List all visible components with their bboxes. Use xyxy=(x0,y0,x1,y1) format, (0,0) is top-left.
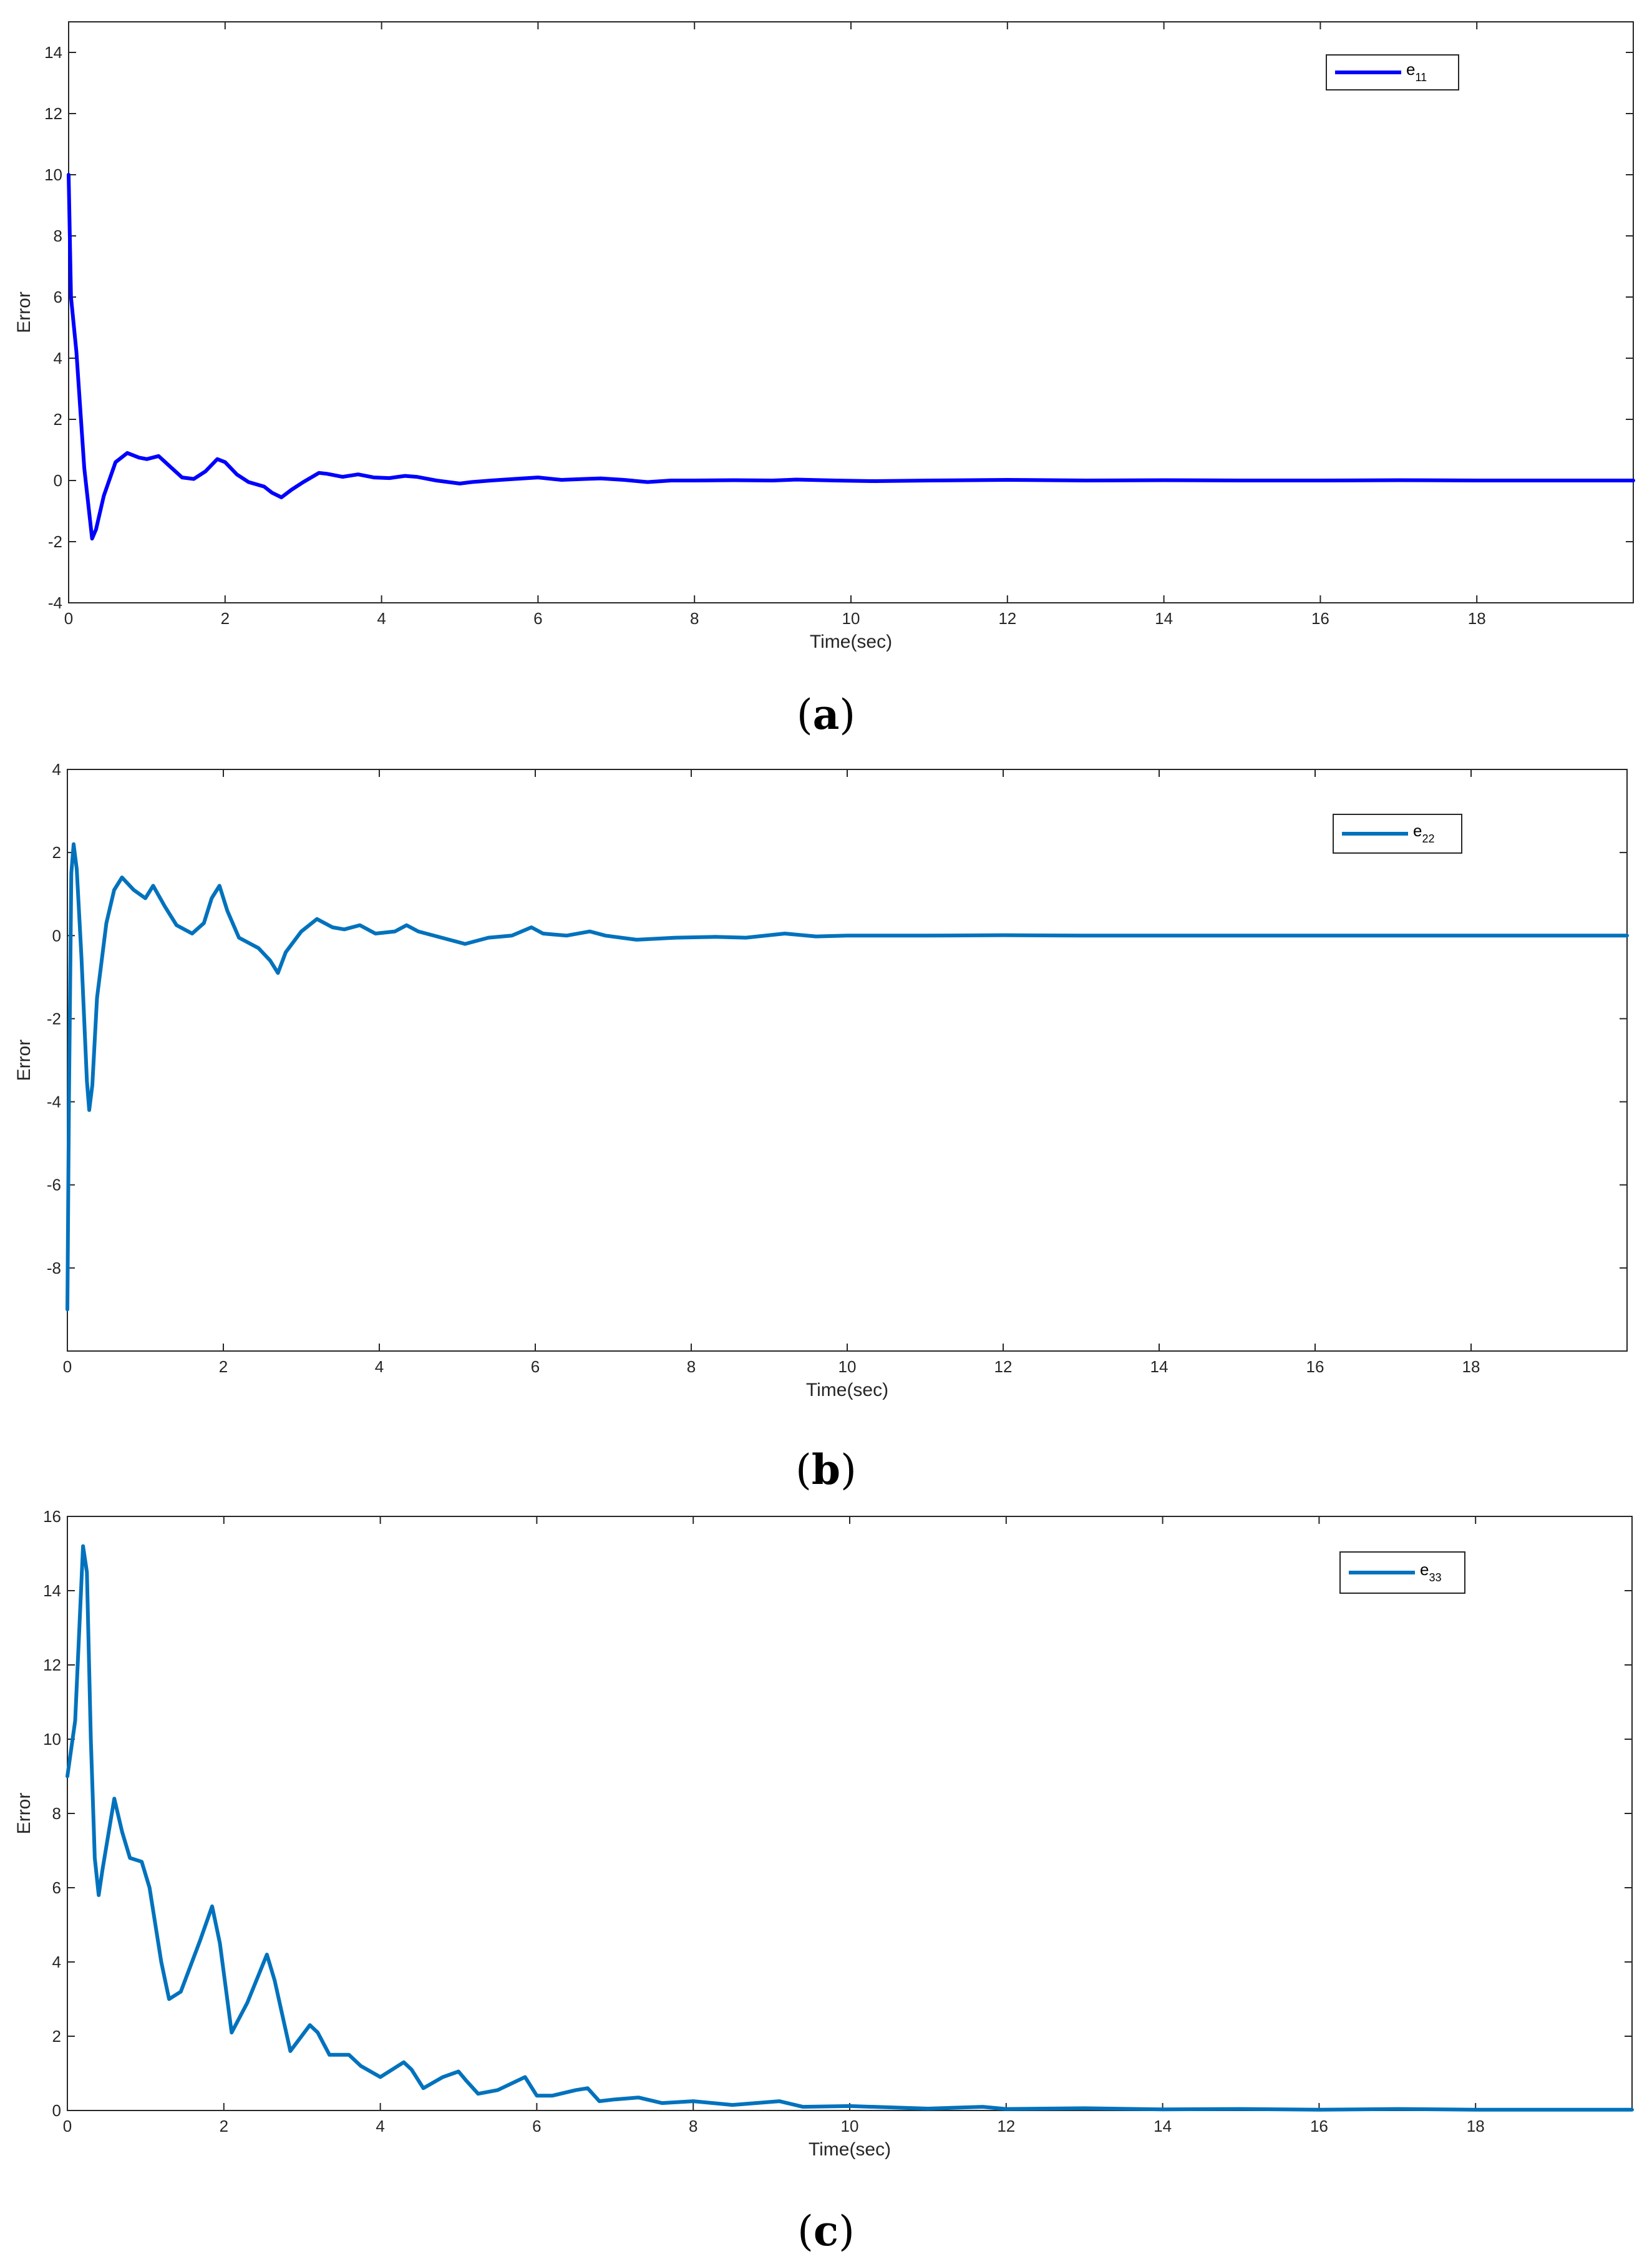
chart-c-x-tick-label-8: 16 xyxy=(1310,2117,1328,2135)
chart-b-marks: 0 2 4 6 8 10 12 14 16 18 -8 -6 -4 -2 0 2 4 Time(sec) Error… xyxy=(14,760,1629,1400)
chart-a-x-axis-label: Time(sec) xyxy=(810,632,892,652)
chart-b-y-tick-label-0: -8 xyxy=(47,1259,61,1277)
chart-c-panel: 0 2 4 6 8 10 12 14 16 18 0 2 4 6 8 10 12 14 16 Time(sec) Err… xyxy=(14,1507,1634,2160)
chart-c-marks: 0 2 4 6 8 10 12 14 16 18 0 2 4 6 8 10 12 14 16 Time(sec) Err… xyxy=(14,1507,1634,2160)
chart-b-y-axis-label: Error xyxy=(14,1040,34,1081)
caption-c: (c) xyxy=(797,2207,855,2255)
chart-b-legend-label-base: e xyxy=(1413,821,1422,840)
chart-b-x-tick-label-9: 18 xyxy=(1462,1357,1480,1376)
chart-b-x-tick-label-8: 16 xyxy=(1306,1357,1324,1376)
chart-a-x-tick-label-1: 2 xyxy=(221,609,230,628)
chart-a-y-tick-label-6: 8 xyxy=(54,227,62,245)
chart-b-y-tick-label-3: -2 xyxy=(47,1009,61,1028)
chart-a-series-line-0 xyxy=(67,173,1635,541)
chart-a-legend-label-subscript: 11 xyxy=(1415,71,1427,84)
chart-b-background xyxy=(67,769,1627,1351)
chart-a-y-tick-label-9: 14 xyxy=(44,43,62,62)
caption-a-letter: a xyxy=(813,690,840,739)
caption-b: (b) xyxy=(795,1445,857,1494)
chart-a-x-tick-label-8: 16 xyxy=(1311,609,1329,628)
chart-a-y-tick-label-8: 12 xyxy=(44,104,62,123)
caption-a: (a) xyxy=(797,690,855,739)
chart-b-legend-label-subscript: 22 xyxy=(1422,832,1434,845)
chart-b-y-tick-label-5: 2 xyxy=(52,843,61,862)
chart-c-x-tick-label-1: 2 xyxy=(220,2117,228,2135)
chart-b-x-tick-label-4: 8 xyxy=(687,1357,696,1376)
chart-c-y-axis-label: Error xyxy=(14,1793,34,1835)
chart-a-panel: 0 2 4 6 8 10 12 14 16 18 -4 -2 0 2 4 6 8 10 12 14 Time(sec) E… xyxy=(14,21,1635,652)
chart-b-y-tick-label-6: 4 xyxy=(52,760,61,779)
chart-a-y-tick-label-2: 0 xyxy=(54,471,62,490)
chart-a-y-tick-label-5: 6 xyxy=(54,288,62,306)
caption-b-close: ) xyxy=(840,1446,857,1494)
chart-a-x-tick-label-2: 4 xyxy=(377,609,386,628)
chart-c-y-tick-label-4: 8 xyxy=(52,1804,61,1823)
chart-a-y-tick-label-3: 2 xyxy=(54,410,62,429)
chart-c-y-tick-label-8: 16 xyxy=(43,1507,61,1526)
chart-a-x-tick-label-7: 14 xyxy=(1155,609,1173,628)
chart-a-x-tick-label-0: 0 xyxy=(64,609,73,628)
chart-c-x-tick-label-5: 10 xyxy=(841,2117,859,2135)
chart-c-y-tick-label-6: 12 xyxy=(43,1656,61,1674)
chart-b-y-tick-label-1: -6 xyxy=(47,1176,61,1194)
chart-b-x-tick-label-2: 4 xyxy=(375,1357,384,1376)
chart-b-x-tick-label-7: 14 xyxy=(1150,1357,1169,1376)
chart-b-x-axis-label: Time(sec) xyxy=(806,1380,888,1400)
chart-a-y-tick-label-7: 10 xyxy=(44,165,62,184)
chart-c-y-tick-label-7: 14 xyxy=(43,1581,61,1600)
chart-c-x-tick-label-3: 6 xyxy=(532,2117,541,2135)
chart-b-x-tick-label-0: 0 xyxy=(63,1357,72,1376)
caption-c-letter: c xyxy=(814,2207,838,2255)
chart-a-y-axis-label: Error xyxy=(14,291,34,333)
chart-c-series-line-0 xyxy=(66,1544,1634,2112)
chart-a-background xyxy=(69,22,1633,603)
chart-a-legend-label-base: e xyxy=(1406,60,1415,79)
chart-c-x-tick-label-0: 0 xyxy=(63,2117,72,2135)
chart-c-x-tick-label-2: 4 xyxy=(376,2117,384,2135)
chart-a-x-tick-label-9: 18 xyxy=(1468,609,1486,628)
chart-c-x-axis-label: Time(sec) xyxy=(809,2139,891,2160)
chart-c-legend-label-subscript: 33 xyxy=(1429,1571,1441,1584)
chart-c-x-tick-label-7: 14 xyxy=(1154,2117,1172,2135)
chart-c-legend-label: e33 xyxy=(1420,1560,1442,1584)
caption-b-letter: b xyxy=(812,1445,840,1494)
chart-b-series-line-0 xyxy=(66,842,1629,1312)
chart-a-x-tick-label-3: 6 xyxy=(533,609,542,628)
chart-c-x-tick-label-6: 12 xyxy=(997,2117,1015,2135)
chart-a-legend-label: e11 xyxy=(1406,60,1427,84)
chart-b-panel: 0 2 4 6 8 10 12 14 16 18 -8 -6 -4 -2 0 2 4 Time(sec) Error… xyxy=(14,760,1629,1400)
chart-a-x-tick-label-5: 10 xyxy=(842,609,860,628)
chart-b-x-tick-label-1: 2 xyxy=(219,1357,228,1376)
chart-a-y-tick-label-0: -4 xyxy=(48,593,62,612)
chart-c-y-tick-label-0: 0 xyxy=(52,2101,61,2120)
chart-b-x-tick-label-3: 6 xyxy=(531,1357,540,1376)
chart-b-y-tick-label-4: 0 xyxy=(52,926,61,945)
chart-b-y-tick-label-2: -4 xyxy=(47,1093,61,1111)
caption-a-close: ) xyxy=(839,691,855,739)
caption-b-open: ( xyxy=(795,1446,812,1494)
chart-a-y-tick-label-1: -2 xyxy=(48,532,62,551)
chart-c-legend-label-base: e xyxy=(1420,1560,1429,1579)
chart-c-background xyxy=(67,1516,1632,2110)
caption-a-open: ( xyxy=(797,691,813,739)
chart-b-x-tick-label-6: 12 xyxy=(994,1357,1013,1376)
caption-c-close: ) xyxy=(838,2207,855,2255)
chart-c-y-tick-label-2: 4 xyxy=(52,1953,61,1971)
chart-c-y-tick-label-1: 2 xyxy=(52,2027,61,2046)
chart-c-y-tick-label-5: 10 xyxy=(43,1730,61,1749)
chart-b-legend-label: e22 xyxy=(1413,821,1435,845)
chart-c-x-tick-label-9: 18 xyxy=(1467,2117,1485,2135)
chart-a-y-tick-label-4: 4 xyxy=(54,349,62,368)
chart-b-x-tick-label-5: 10 xyxy=(838,1357,857,1376)
chart-a-x-tick-label-4: 8 xyxy=(690,609,699,628)
chart-a-marks: 0 2 4 6 8 10 12 14 16 18 -4 -2 0 2 4 6 8 10 12 14 Time(sec) E… xyxy=(14,21,1635,652)
caption-c-open: ( xyxy=(797,2207,814,2255)
chart-c-x-tick-label-4: 8 xyxy=(689,2117,697,2135)
chart-c-y-tick-label-3: 6 xyxy=(52,1878,61,1897)
chart-a-x-tick-label-6: 12 xyxy=(998,609,1016,628)
